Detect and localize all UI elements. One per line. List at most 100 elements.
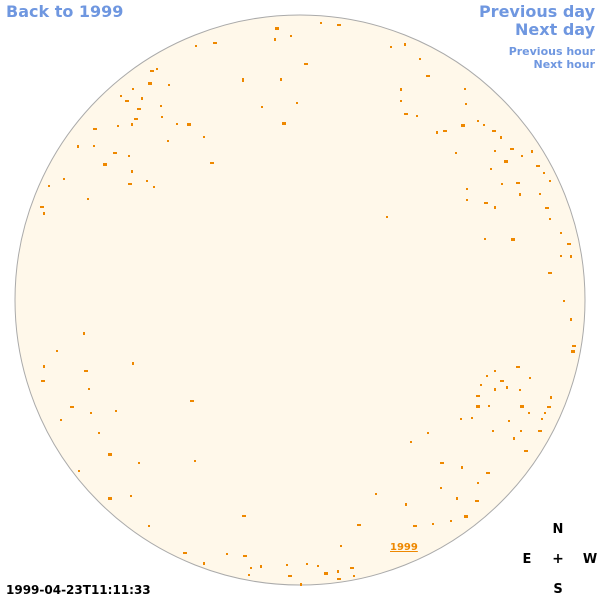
sunspot-mark xyxy=(531,150,533,153)
sunspot-mark xyxy=(141,97,143,100)
sunspot-mark xyxy=(465,103,467,105)
sunspot-mark xyxy=(242,515,246,517)
sunspot-mark xyxy=(494,370,496,372)
sunspot-mark xyxy=(524,450,528,452)
sunspot-mark xyxy=(160,105,162,107)
sunspot-mark xyxy=(477,120,479,122)
sunspot-mark xyxy=(280,78,282,81)
sunspot-mark xyxy=(275,27,279,30)
sunspot-mark xyxy=(519,389,521,391)
previous-day-link[interactable]: Previous day xyxy=(478,2,595,21)
sunspot-mark xyxy=(440,462,444,464)
sunspot-mark xyxy=(529,377,531,379)
sunspot-mark xyxy=(93,128,97,130)
sunspot-mark xyxy=(400,100,402,102)
sunspot-mark xyxy=(70,406,74,408)
sunspot-mark xyxy=(128,183,132,185)
sunspot-mark xyxy=(548,272,552,274)
sunspot-mark xyxy=(404,113,408,115)
sunspot-mark xyxy=(90,412,92,414)
next-hour-link[interactable]: Next hour xyxy=(533,58,596,71)
sunspot-mark xyxy=(156,68,158,70)
compass-west: W xyxy=(582,552,598,567)
sunspot-mark xyxy=(567,243,571,245)
sunspot-mark xyxy=(541,418,543,420)
previous-hour-link[interactable]: Previous hour xyxy=(508,45,595,58)
sunspot-mark xyxy=(130,495,132,497)
sunspot-mark xyxy=(494,388,496,391)
sunspot-mark xyxy=(274,38,276,41)
observation-timestamp: 1999-04-23T11:11:33 xyxy=(6,583,151,597)
sunspot-mark xyxy=(337,570,339,573)
back-to-year-link[interactable]: Back to 1999 xyxy=(6,2,124,21)
sunspot-mark xyxy=(570,318,572,321)
sunspot-mark xyxy=(317,565,319,567)
sunspot-mark xyxy=(443,130,447,132)
sunspot-mark xyxy=(549,180,551,182)
sunspot-mark xyxy=(410,441,412,443)
sunspot-mark xyxy=(148,525,150,527)
sunspot-mark xyxy=(63,178,65,180)
sunspot-mark xyxy=(520,405,524,408)
sunspot-mark xyxy=(250,567,252,569)
sunspot-mark xyxy=(571,350,575,353)
sunspot-mark xyxy=(161,116,163,118)
sunspot-mark xyxy=(501,183,503,185)
sunspot-mark xyxy=(108,453,112,456)
sunspot-mark xyxy=(390,46,392,48)
sunspot-mark xyxy=(168,84,170,86)
sunspot-mark xyxy=(500,136,502,139)
sunspot-mark xyxy=(471,417,473,419)
sunspot-mark xyxy=(87,198,89,200)
next-day-link[interactable]: Next day xyxy=(515,20,595,39)
sunspot-mark xyxy=(413,525,417,527)
sunspot-mark xyxy=(226,553,228,555)
sunspot-mark xyxy=(134,118,138,120)
sunspot-mark xyxy=(103,163,107,166)
sunspot-mark xyxy=(320,22,322,24)
sunspot-mark xyxy=(519,193,521,196)
sunspot-mark xyxy=(304,63,308,65)
sunspot-mark xyxy=(488,405,490,407)
sunspot-mark xyxy=(450,520,452,522)
sunspot-mark xyxy=(528,412,530,414)
sunspot-mark xyxy=(483,124,485,126)
sunspot-mark xyxy=(494,150,496,152)
sunspot-mark xyxy=(195,45,197,47)
sunspot-mark xyxy=(492,430,494,432)
sunspot-mark xyxy=(83,332,85,335)
sunspot-mark xyxy=(375,493,377,495)
sunspot-mark xyxy=(400,88,402,91)
sunspot-mark xyxy=(419,58,421,60)
sunspot-mark xyxy=(432,523,434,525)
sunspot-mark xyxy=(153,186,155,188)
sunspot-mark xyxy=(549,218,551,220)
sunspot-mark xyxy=(260,565,262,568)
sunspot-mark xyxy=(242,78,244,80)
sunspot-mark xyxy=(40,206,44,208)
sunspot-mark xyxy=(203,136,205,138)
sunspot-mark xyxy=(282,122,286,125)
sunspot-mark xyxy=(520,430,522,432)
sunspot-mark xyxy=(113,152,117,154)
sunspot-mark xyxy=(543,172,545,174)
year-link[interactable]: 1999 xyxy=(390,542,418,553)
sunspot-mark xyxy=(357,524,361,526)
sunspot-mark xyxy=(138,462,140,464)
sunspot-mark xyxy=(117,125,119,127)
sunspot-mark xyxy=(456,497,458,500)
sunspot-mark xyxy=(440,487,442,489)
sunspot-mark xyxy=(466,199,468,201)
sunspot-mark xyxy=(436,131,438,134)
sunspot-mark xyxy=(516,182,520,184)
sunspot-mark xyxy=(213,42,217,44)
sunspot-mark xyxy=(492,130,496,132)
sunspot-mark xyxy=(506,386,508,389)
compass-north: N xyxy=(552,522,564,537)
sunspot-mark xyxy=(550,396,552,399)
sunspot-mark xyxy=(148,82,152,85)
sunspot-mark xyxy=(242,80,244,82)
sunspot-mark xyxy=(405,503,407,506)
sunspot-mark xyxy=(41,380,45,382)
